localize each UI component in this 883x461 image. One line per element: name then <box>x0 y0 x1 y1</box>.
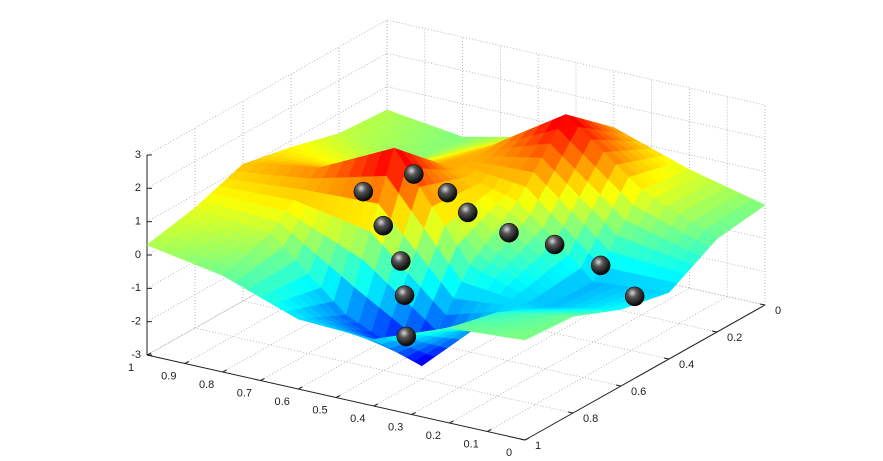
y-tick <box>711 330 718 333</box>
y-tick <box>759 303 766 306</box>
x-tick-label: 0.2 <box>426 430 441 442</box>
marker <box>499 222 519 243</box>
marker <box>437 182 458 203</box>
y-tick-label: 1 <box>535 440 541 452</box>
z-tick-label: -3 <box>131 349 141 361</box>
z-tick-label: -1 <box>131 282 141 294</box>
x-tick-label: 0.5 <box>312 404 327 416</box>
x-tick <box>184 361 190 364</box>
z-tick-label: 2 <box>135 182 141 194</box>
y-tick-label: 0.2 <box>727 332 742 344</box>
x-tick-label: 0 <box>506 447 512 459</box>
x-tick-label: 0.7 <box>237 387 252 399</box>
x-tick <box>486 429 492 432</box>
grid-line <box>386 19 766 106</box>
y-tick <box>663 357 670 360</box>
x-tick <box>335 395 341 398</box>
marker <box>394 285 415 305</box>
x-tick <box>411 412 416 415</box>
grid-line <box>146 19 388 156</box>
x-tick <box>260 378 265 381</box>
grid-line <box>449 287 690 424</box>
y-tick-label: 0 <box>775 305 781 317</box>
grid-line <box>146 52 388 189</box>
marker <box>458 202 478 223</box>
x-tick-label: 0.4 <box>350 413 365 425</box>
x-tick <box>373 403 379 407</box>
y-axis <box>524 304 766 441</box>
x-tick-label: 0.9 <box>161 370 176 382</box>
x-tick <box>222 369 227 373</box>
marker <box>391 251 411 271</box>
grid-line <box>146 219 388 356</box>
x-tick <box>449 420 454 424</box>
grid-line <box>487 296 728 432</box>
surface-patch <box>511 333 535 341</box>
x-tick <box>146 352 152 356</box>
z-tick-label: 1 <box>135 216 141 228</box>
y-tick-label: 0.8 <box>583 413 598 425</box>
z-tick-label: -2 <box>131 316 141 328</box>
y-tick-label: 0.4 <box>679 359 694 371</box>
marker <box>590 255 611 276</box>
z-tick-label: 3 <box>135 149 141 161</box>
x-tick-label: 0.3 <box>388 421 403 433</box>
x-tick-label: 1 <box>128 362 134 374</box>
marker <box>544 234 565 255</box>
marker <box>396 326 417 347</box>
grid-line <box>146 86 388 223</box>
y-tick <box>567 411 574 414</box>
marker <box>624 286 645 307</box>
x-tick <box>524 437 530 441</box>
y-tick-label: 0.6 <box>631 386 646 398</box>
y-tick <box>615 384 622 387</box>
x-tick-label: 0.1 <box>464 438 479 450</box>
marker <box>404 164 424 184</box>
x-tick-label: 0.8 <box>199 379 214 391</box>
x-tick-label: 0.6 <box>275 396 290 408</box>
x-tick <box>297 386 303 390</box>
z-tick-label: 0 <box>135 249 141 261</box>
grid-line <box>146 186 388 323</box>
grid-line <box>146 152 388 289</box>
marker <box>373 215 394 236</box>
marker <box>353 181 374 202</box>
y-tick <box>519 438 526 441</box>
